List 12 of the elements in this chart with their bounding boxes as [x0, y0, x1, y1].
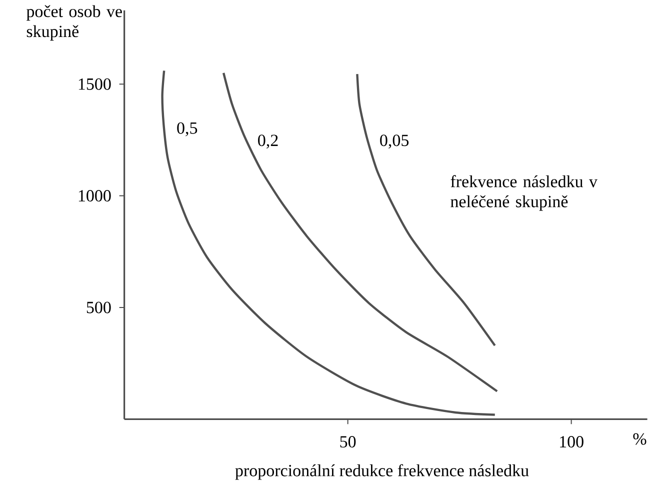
series-label: 0,05 [380, 134, 409, 149]
y-tick-label: 500 [86, 302, 111, 314]
y-tick-label: 1500 [78, 78, 111, 90]
series-label: 0,5 [177, 122, 198, 136]
y-tick-label: 1000 [78, 190, 111, 202]
y-axis-title: počet osob ve skupině [26, 5, 122, 41]
text: % [633, 433, 646, 445]
x-tick-label: 50 [340, 436, 356, 448]
x-axis-title: proporcionální redukce frekvence následku [235, 464, 529, 480]
legend-title: frekvence následku v neléčené skupině [450, 175, 598, 211]
series-label: 0,2 [258, 134, 278, 149]
x-tick-label: 100 [560, 436, 584, 448]
